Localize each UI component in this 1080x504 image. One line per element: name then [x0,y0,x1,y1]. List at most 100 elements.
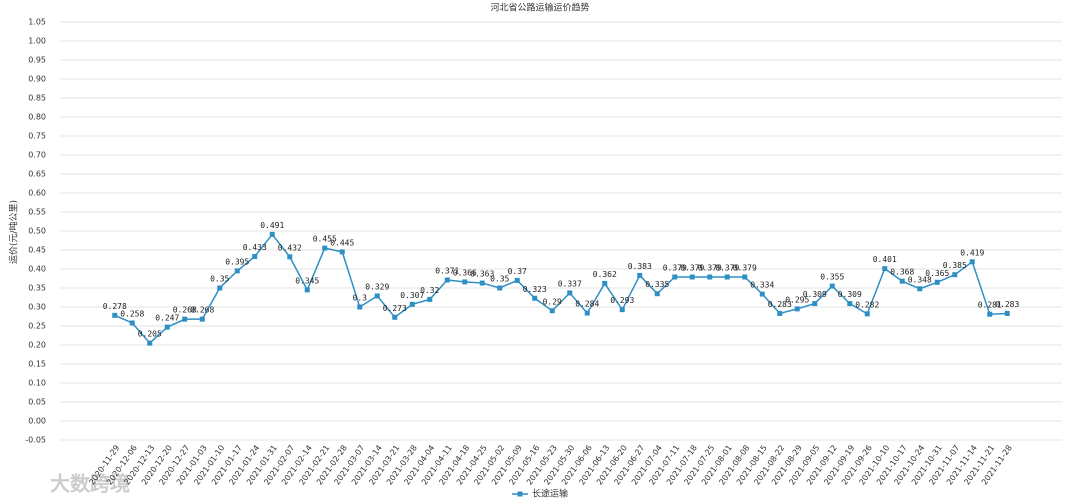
point [427,296,433,302]
value-label: 0.379 [733,263,757,272]
value-label: 0.329 [365,282,389,291]
point [777,310,783,316]
point [252,253,258,259]
value-label: 0.323 [523,285,547,294]
y-tick-label: 0.60 [28,189,46,198]
value-label: 0.307 [400,291,424,300]
y-tick-label: 0.05 [28,398,46,407]
point [899,278,905,284]
value-label: 0.379 [663,263,687,272]
point [847,301,853,307]
value-label: 0.432 [278,243,302,252]
value-label: 0.335 [645,280,669,289]
point [549,308,555,314]
value-label: 0.283 [995,300,1019,309]
value-label: 0.445 [330,238,354,247]
point [619,307,625,313]
point [829,283,835,289]
point [812,301,818,307]
value-label: 0.29 [543,297,562,306]
y-tick-label: 0.45 [28,246,46,255]
value-label: 0.368 [890,268,914,277]
point [969,259,975,265]
value-label: 0.295 [785,295,809,304]
series-line [114,233,1008,345]
value-label: 0.293 [610,296,634,305]
value-label: 0.379 [715,263,739,272]
value-label: 0.366 [453,268,477,277]
value-label: 0.363 [470,270,494,279]
legend-label: 长途运输 [532,488,568,500]
value-label: 0.273 [383,304,407,313]
value-label: 0.205 [138,330,162,339]
point [882,266,888,272]
point [672,274,678,280]
point [654,291,660,297]
y-tick-label: -0.05 [25,436,46,445]
point [357,304,363,310]
point [602,280,608,286]
legend-marker [517,491,523,497]
y-tick-label: 0.70 [28,151,46,160]
point [287,254,293,260]
value-label: 0.455 [313,235,337,244]
point [987,311,993,317]
point [864,311,870,317]
y-tick-label: 0.90 [28,75,46,84]
point [112,312,118,318]
point [934,279,940,285]
y-tick-label: 0.85 [28,94,46,103]
value-label: 0.345 [295,276,319,285]
value-label: 0.433 [243,243,267,252]
value-label: 0.371 [435,267,459,276]
point [479,280,485,286]
point [707,274,713,280]
value-label: 0.32 [420,286,439,295]
point [462,279,468,285]
point [952,272,958,278]
value-label: 0.395 [225,257,249,266]
y-tick-label: 0.35 [28,284,46,293]
y-tick-label: 0.00 [28,417,46,426]
value-label: 0.258 [120,309,144,318]
point [584,310,590,316]
point [269,231,275,237]
point [637,272,643,278]
y-tick-label: 0.30 [28,303,46,312]
point [199,316,205,322]
value-label: 0.284 [575,300,599,309]
point [129,320,135,326]
point [444,277,450,283]
point [567,290,573,296]
value-label: 0.334 [750,281,774,290]
point [514,277,520,283]
y-tick-label: 0.20 [28,341,46,350]
value-label: 0.385 [943,261,967,270]
value-label: 0.268 [190,306,214,315]
y-tick-label: 0.10 [28,379,46,388]
value-label: 0.379 [698,263,722,272]
value-label: 0.337 [558,279,582,288]
y-tick-label: 0.50 [28,227,46,236]
y-tick-label: 0.95 [28,56,46,65]
value-label: 0.348 [908,275,932,284]
point [724,274,730,280]
point [304,287,310,293]
point [759,291,765,297]
point [322,245,328,251]
point [917,286,923,292]
y-tick-label: 0.55 [28,208,46,217]
value-label: 0.379 [680,263,704,272]
value-label: 0.401 [873,255,897,264]
y-tick-label: 0.80 [28,113,46,122]
y-tick-label: 0.75 [28,132,46,141]
point [164,324,170,330]
point [392,314,398,320]
point [217,285,223,291]
y-tick-label: 1.05 [28,18,46,27]
value-label: 0.278 [103,302,127,311]
point [147,340,153,346]
value-label: 0.35 [490,275,509,284]
value-label: 0.383 [628,262,652,271]
